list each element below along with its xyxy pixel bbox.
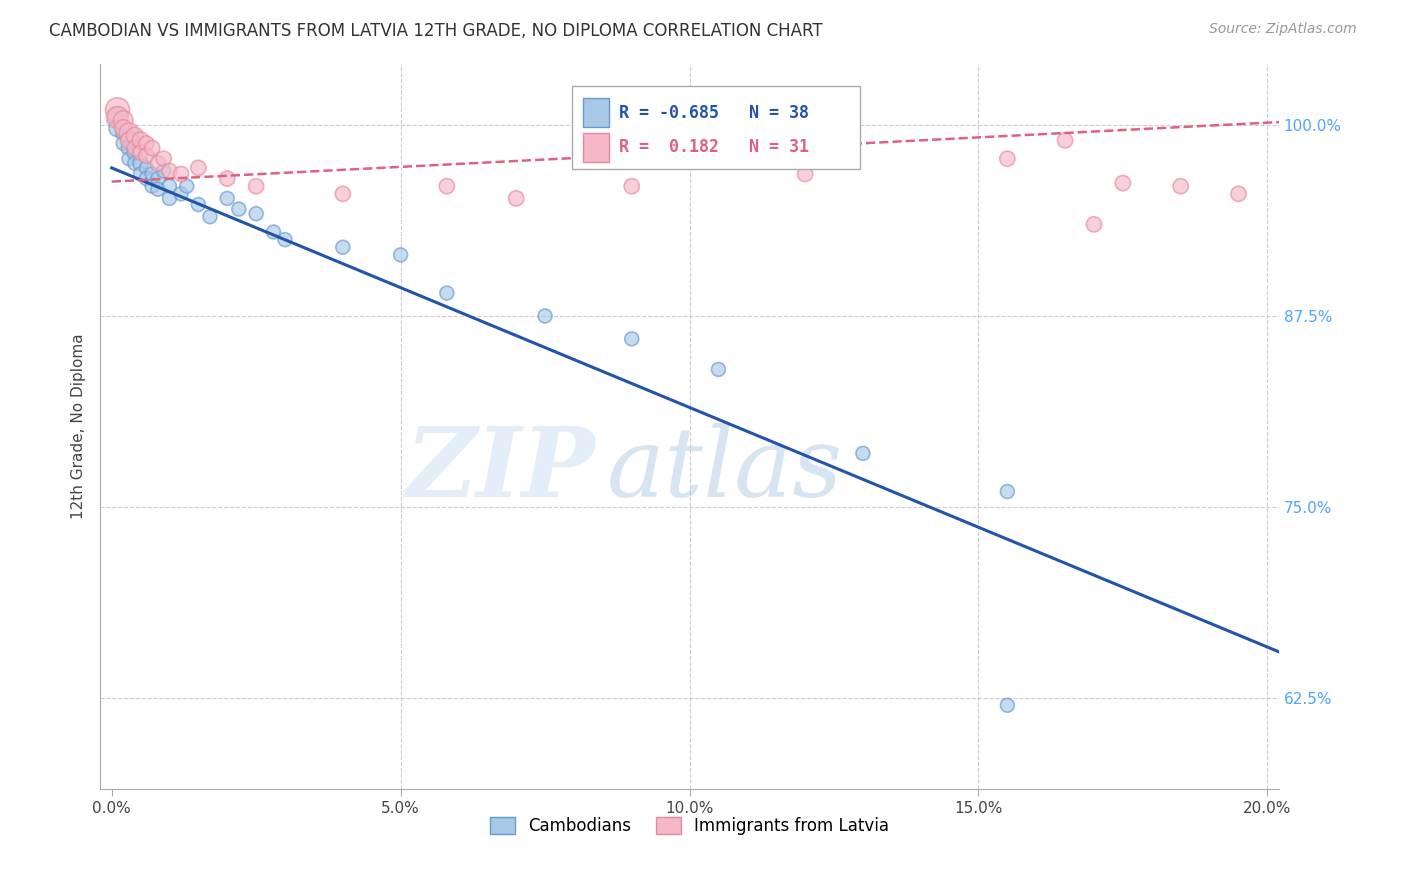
Point xyxy=(159,191,181,205)
Point xyxy=(135,136,157,151)
Point xyxy=(146,171,169,186)
Point xyxy=(135,161,157,175)
Point xyxy=(274,233,297,247)
Point xyxy=(217,171,239,186)
Text: R = -0.685   N = 38: R = -0.685 N = 38 xyxy=(619,103,808,121)
Text: R =  0.182   N = 31: R = 0.182 N = 31 xyxy=(619,138,808,156)
Point xyxy=(620,179,643,194)
Point xyxy=(245,179,267,194)
Point xyxy=(1227,186,1250,201)
Point xyxy=(707,362,730,376)
Point xyxy=(187,197,209,211)
Point xyxy=(129,156,152,170)
Point xyxy=(995,698,1018,713)
Point xyxy=(389,248,412,262)
Text: CAMBODIAN VS IMMIGRANTS FROM LATVIA 12TH GRADE, NO DIPLOMA CORRELATION CHART: CAMBODIAN VS IMMIGRANTS FROM LATVIA 12TH… xyxy=(49,22,823,40)
Point xyxy=(129,133,152,147)
Point xyxy=(129,145,152,160)
Point xyxy=(141,179,163,194)
Point xyxy=(534,309,557,323)
Point xyxy=(217,191,239,205)
Point xyxy=(141,167,163,181)
Y-axis label: 12th Grade, No Diploma: 12th Grade, No Diploma xyxy=(72,334,86,519)
Point xyxy=(118,141,141,155)
Point xyxy=(1054,133,1077,147)
Point xyxy=(436,179,458,194)
Text: ZIP: ZIP xyxy=(405,423,595,517)
Text: Source: ZipAtlas.com: Source: ZipAtlas.com xyxy=(1209,22,1357,37)
Point xyxy=(170,167,193,181)
Point xyxy=(107,111,129,125)
Point xyxy=(1112,176,1135,190)
Point xyxy=(124,141,146,155)
Point xyxy=(112,121,135,136)
Point xyxy=(124,128,146,143)
Point xyxy=(141,141,163,155)
Point xyxy=(170,186,193,201)
Point xyxy=(332,240,354,254)
Point xyxy=(187,161,209,175)
Point xyxy=(228,202,250,216)
Point xyxy=(146,182,169,196)
Point xyxy=(112,136,135,151)
Point xyxy=(107,111,129,125)
Point xyxy=(135,149,157,163)
Point xyxy=(118,152,141,166)
FancyBboxPatch shape xyxy=(583,98,609,128)
Point xyxy=(159,164,181,178)
Point xyxy=(129,167,152,181)
Point xyxy=(112,126,135,140)
Legend: Cambodians, Immigrants from Latvia: Cambodians, Immigrants from Latvia xyxy=(489,817,890,835)
Point xyxy=(505,191,527,205)
Point xyxy=(1170,179,1192,194)
Point xyxy=(176,179,198,194)
FancyBboxPatch shape xyxy=(572,86,860,169)
Point xyxy=(794,167,817,181)
Point xyxy=(124,145,146,160)
Text: atlas: atlas xyxy=(607,423,844,517)
Point xyxy=(1083,218,1105,232)
Point xyxy=(852,446,875,460)
Point xyxy=(118,130,141,145)
Point xyxy=(995,152,1018,166)
FancyBboxPatch shape xyxy=(583,133,609,162)
Point xyxy=(152,152,174,166)
Point xyxy=(245,207,267,221)
Point xyxy=(107,121,129,136)
Point xyxy=(107,103,129,117)
Point xyxy=(124,156,146,170)
Point xyxy=(436,286,458,301)
Point xyxy=(159,179,181,194)
Point xyxy=(152,164,174,178)
Point xyxy=(135,171,157,186)
Point xyxy=(118,126,141,140)
Point xyxy=(620,332,643,346)
Point xyxy=(198,210,221,224)
Point xyxy=(263,225,285,239)
Point xyxy=(332,186,354,201)
Point xyxy=(118,133,141,147)
Point xyxy=(146,156,169,170)
Point xyxy=(995,484,1018,499)
Point xyxy=(112,113,135,128)
